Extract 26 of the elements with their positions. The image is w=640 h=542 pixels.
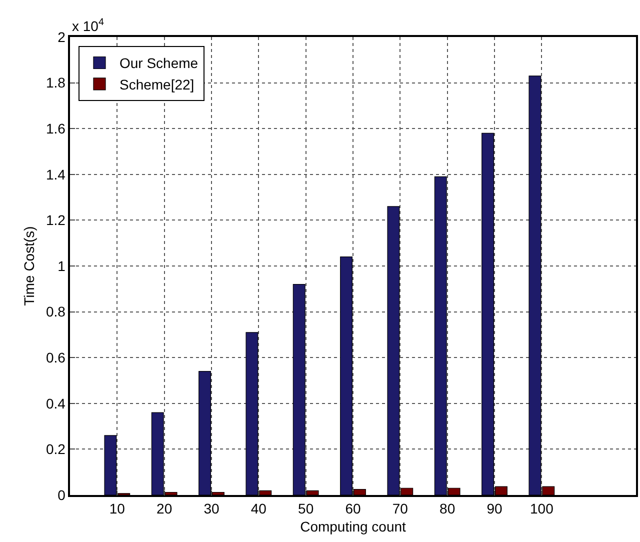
- y-axis-title: Time Cost(s): [21, 226, 38, 306]
- legend-label: Scheme[22]: [119, 76, 194, 92]
- y-tick-label: 1.4: [46, 166, 66, 182]
- y-tick-label: 1.2: [46, 212, 66, 228]
- y-tick-label: 0.6: [46, 350, 66, 366]
- y-tick-label: 0.8: [46, 304, 66, 320]
- y-tick-label: 0.4: [46, 395, 66, 412]
- x-tick-label: 20: [156, 500, 172, 517]
- x-tick-label: 80: [440, 500, 456, 517]
- y-tick-label: 0.2: [46, 441, 66, 458]
- x-tick-label: 60: [345, 500, 361, 517]
- x-axis-title: Computing count: [300, 518, 406, 534]
- y-tick-label: 1.8: [46, 74, 66, 91]
- y-tick-label: 0: [58, 486, 66, 503]
- x-tick-label: 40: [250, 500, 267, 517]
- x-tick-label: 30: [204, 500, 220, 517]
- x-tick-label: 10: [109, 500, 126, 517]
- text: x 10$^{4}$: [72, 17, 104, 34]
- y-tick-label: 2: [58, 28, 66, 45]
- x-tick-label: 50: [298, 500, 314, 517]
- legend-label: Our Scheme: [119, 55, 198, 72]
- x-tick-label: 70: [392, 500, 408, 517]
- x-tick-label: 90: [486, 500, 502, 517]
- y-tick-label: 1.6: [46, 120, 66, 136]
- x-tick-label: 100: [530, 500, 554, 517]
- y-tick-label: 1: [58, 258, 66, 274]
